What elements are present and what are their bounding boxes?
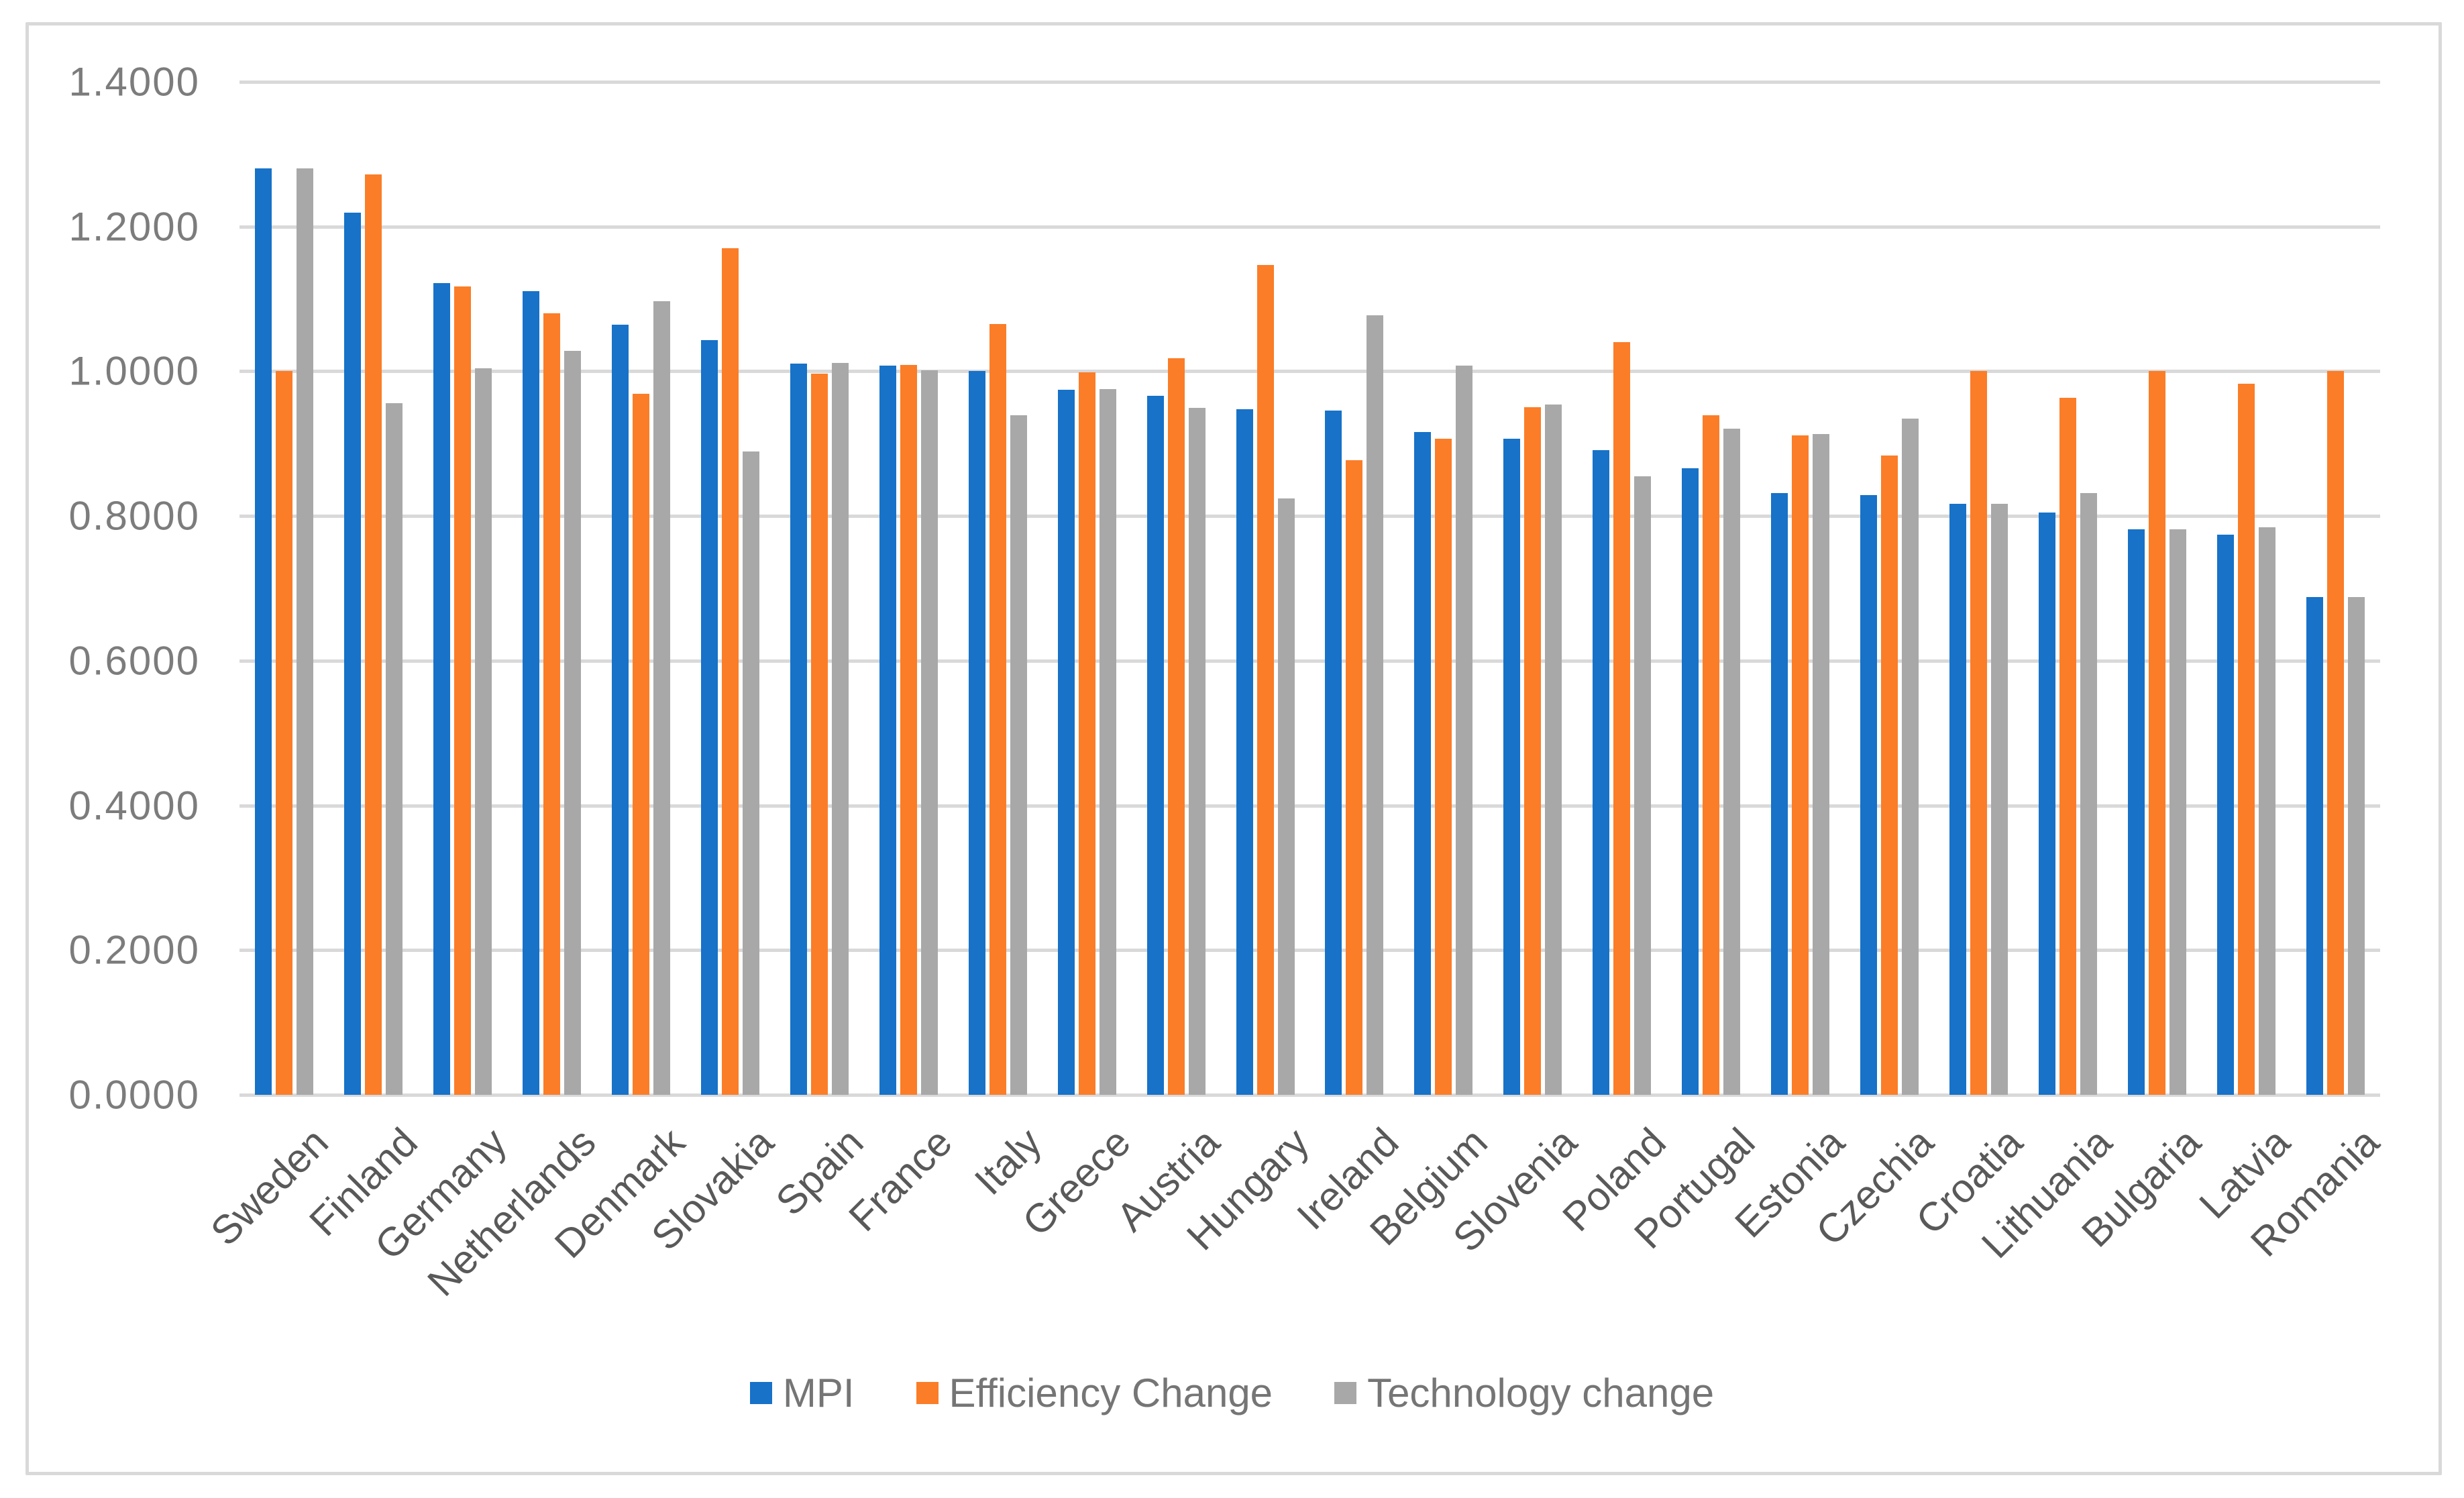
- bar-efficiency-change-bulgaria: [2149, 371, 2166, 1095]
- bar-technology-change-france: [920, 370, 938, 1095]
- bar-efficiency-change-lithuania: [2059, 398, 2077, 1095]
- bar-efficiency-change-estonia: [1792, 435, 1809, 1095]
- gridline: [239, 659, 2380, 663]
- bar-mpi-greece: [1057, 390, 1075, 1095]
- bar-mpi-germany: [433, 282, 450, 1095]
- bar-efficiency-change-germany: [453, 286, 471, 1095]
- legend-swatch-icon: [1334, 1382, 1357, 1404]
- legend-item-mpi: MPI: [749, 1370, 855, 1416]
- bar-efficiency-change-romania: [2327, 371, 2345, 1095]
- bar-technology-change-netherlands: [564, 351, 581, 1095]
- bar-efficiency-change-denmark: [632, 393, 649, 1095]
- y-axis-tick-label: 1.4000: [68, 59, 200, 105]
- y-axis-tick-label: 0.0000: [68, 1072, 200, 1118]
- bar-mpi-austria: [1146, 396, 1164, 1095]
- y-axis-tick-label: 0.6000: [68, 638, 200, 684]
- bar-technology-change-slovakia: [742, 451, 759, 1095]
- bar-technology-change-spain: [831, 362, 849, 1095]
- bar-efficiency-change-poland: [1613, 342, 1631, 1095]
- bar-mpi-sweden: [254, 168, 272, 1095]
- bar-technology-change-romania: [2348, 596, 2365, 1095]
- gridline: [239, 804, 2380, 808]
- bar-efficiency-change-greece: [1078, 372, 1095, 1095]
- bar-mpi-latvia: [2217, 535, 2235, 1095]
- bar-mpi-estonia: [1771, 492, 1788, 1095]
- bar-mpi-italy: [968, 371, 985, 1095]
- bar-technology-change-denmark: [653, 301, 670, 1095]
- bar-technology-change-hungary: [1277, 498, 1295, 1095]
- bar-efficiency-change-latvia: [2238, 383, 2255, 1095]
- plot-area: [239, 81, 2380, 1097]
- bar-technology-change-lithuania: [2080, 492, 2098, 1095]
- legend-swatch-icon: [916, 1382, 939, 1404]
- bar-efficiency-change-france: [900, 364, 917, 1095]
- bar-technology-change-portugal: [1723, 428, 1741, 1095]
- bar-technology-change-finland: [385, 403, 403, 1095]
- bar-efficiency-change-croatia: [1970, 371, 1988, 1095]
- legend-item-efficiency-change: Efficiency Change: [916, 1370, 1273, 1416]
- bar-technology-change-bulgaria: [2170, 529, 2187, 1095]
- bar-mpi-portugal: [1682, 468, 1699, 1095]
- bar-technology-change-poland: [1634, 476, 1652, 1095]
- bar-mpi-poland: [1593, 450, 1610, 1095]
- bar-efficiency-change-netherlands: [543, 313, 560, 1095]
- legend-item-technology-change: Technology change: [1334, 1370, 1714, 1416]
- y-axis-tick-label: 0.2000: [68, 927, 200, 973]
- legend-label: MPI: [782, 1371, 855, 1415]
- y-axis-tick-label: 1.0000: [68, 348, 200, 394]
- bar-efficiency-change-finland: [364, 174, 382, 1095]
- bar-efficiency-change-czechia: [1881, 455, 1898, 1095]
- bar-efficiency-change-spain: [810, 373, 828, 1095]
- bar-mpi-hungary: [1236, 409, 1253, 1095]
- bar-efficiency-change-sweden: [275, 371, 292, 1095]
- bar-efficiency-change-slovakia: [721, 248, 739, 1095]
- legend-label: Technology change: [1367, 1371, 1715, 1415]
- bar-technology-change-sweden: [296, 168, 313, 1095]
- bar-mpi-denmark: [611, 325, 629, 1095]
- bar-efficiency-change-hungary: [1256, 264, 1274, 1095]
- gridline: [239, 515, 2380, 519]
- gridline: [239, 370, 2380, 374]
- bar-mpi-netherlands: [522, 290, 539, 1095]
- bar-mpi-belgium: [1414, 432, 1432, 1095]
- bar-technology-change-ireland: [1367, 315, 1384, 1095]
- bar-technology-change-greece: [1099, 389, 1116, 1095]
- bar-mpi-bulgaria: [2128, 529, 2145, 1095]
- bar-mpi-slovenia: [1503, 438, 1521, 1095]
- bar-mpi-spain: [790, 363, 807, 1095]
- bar-efficiency-change-ireland: [1346, 460, 1363, 1095]
- bar-mpi-lithuania: [2039, 512, 2056, 1095]
- bar-mpi-france: [879, 365, 896, 1095]
- y-axis-tick-label: 1.2000: [68, 204, 200, 250]
- bar-technology-change-germany: [474, 368, 492, 1095]
- bar-mpi-romania: [2306, 596, 2324, 1095]
- legend: MPI Efficiency Change Technology change: [0, 1370, 2464, 1416]
- bar-mpi-slovakia: [700, 340, 718, 1095]
- bar-mpi-ireland: [1325, 410, 1342, 1095]
- bar-technology-change-belgium: [1456, 365, 1473, 1095]
- bar-technology-change-austria: [1188, 408, 1206, 1095]
- bar-technology-change-estonia: [1813, 434, 1830, 1095]
- gridline: [239, 81, 2380, 84]
- bar-technology-change-italy: [1010, 415, 1027, 1095]
- y-axis-tick-label: 0.4000: [68, 783, 200, 828]
- bar-technology-change-croatia: [1991, 503, 2008, 1095]
- gridline: [239, 1093, 2380, 1097]
- bar-efficiency-change-slovenia: [1524, 407, 1542, 1095]
- bar-efficiency-change-italy: [989, 324, 1006, 1095]
- bar-efficiency-change-austria: [1167, 358, 1185, 1095]
- gridline: [239, 225, 2380, 229]
- legend-swatch-icon: [749, 1382, 772, 1404]
- bar-mpi-finland: [343, 213, 361, 1095]
- bar-efficiency-change-portugal: [1703, 415, 1720, 1095]
- bar-mpi-croatia: [1949, 503, 1967, 1095]
- bar-mpi-czechia: [1860, 494, 1878, 1095]
- legend-label: Efficiency Change: [949, 1371, 1273, 1415]
- bar-efficiency-change-belgium: [1435, 438, 1452, 1095]
- bar-technology-change-latvia: [2259, 527, 2276, 1095]
- y-axis-tick-label: 0.8000: [68, 493, 200, 539]
- bar-technology-change-slovenia: [1545, 405, 1562, 1095]
- gridline: [239, 949, 2380, 953]
- bar-technology-change-czechia: [1902, 418, 1919, 1095]
